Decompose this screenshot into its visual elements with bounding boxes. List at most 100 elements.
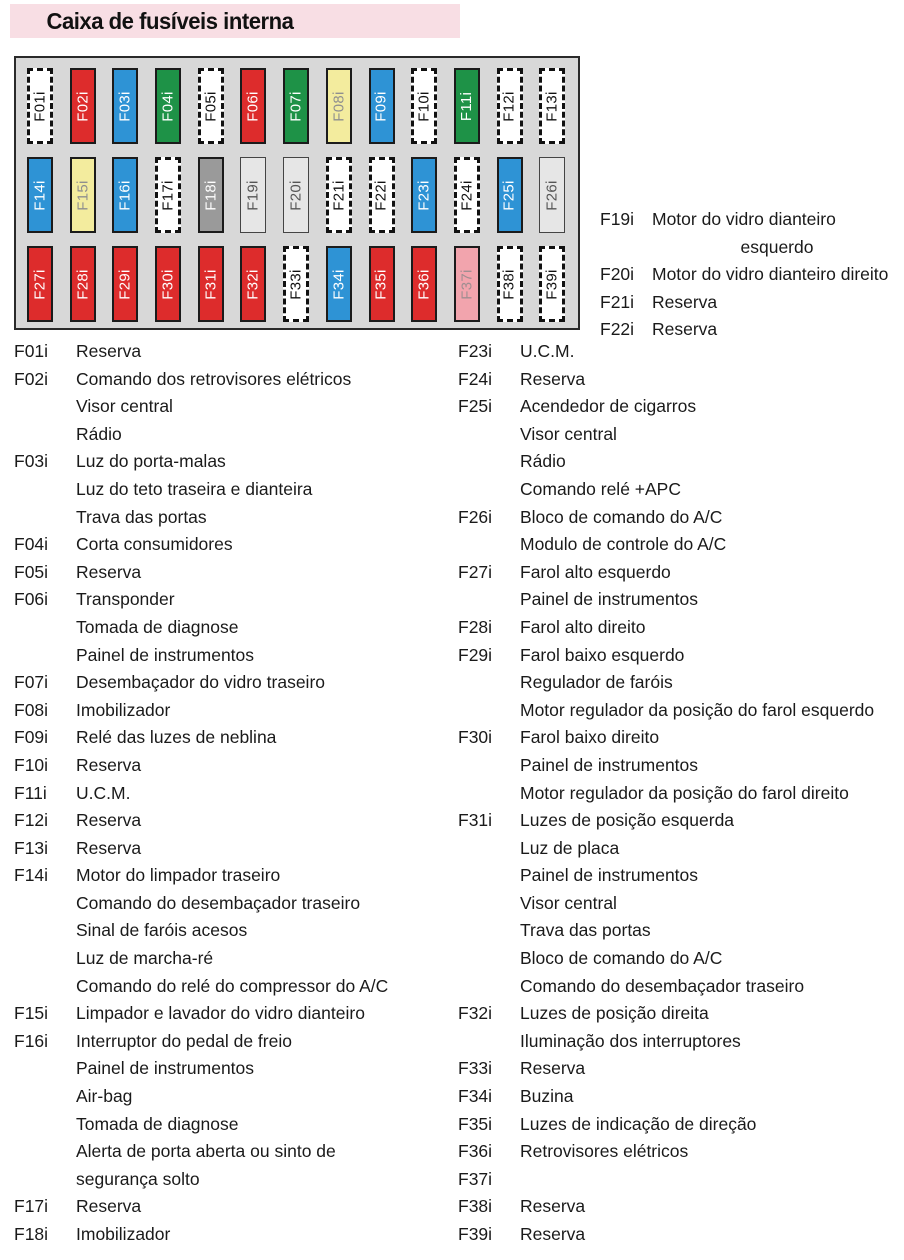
legend-entry-F38i: F38i Reserva [458, 1193, 904, 1221]
fuse-label-F24i: F24i [458, 179, 476, 211]
legend-entry-lines: Luzes de indicação de direção [520, 1111, 904, 1139]
legend-entry-id: F08i [14, 699, 49, 720]
fuse-label-F30i: F30i [159, 268, 177, 300]
fuse-F10i: F10i [411, 68, 438, 144]
legend-entry-lines: Reserva [76, 1193, 456, 1221]
fuse-F13i: F13i [539, 68, 566, 144]
legend-entry-id: F28i [458, 616, 493, 637]
legend-entry-id: F01i [14, 341, 49, 361]
legend-entry-id: F36i [458, 1141, 493, 1162]
legend-column-right: F23i U.C.M. F24i Reserva F25i Acendedor de ci… [458, 338, 904, 1249]
legend-entry-id: F07i [14, 672, 49, 693]
legend-entry-lines: Reserva [652, 289, 902, 317]
fuse-F33i: F33i [283, 246, 310, 322]
legend-line: Iluminação dos interruptores [520, 1030, 741, 1051]
legend-line: Reserva [76, 754, 142, 775]
fuse-F17i: F17i [155, 157, 182, 233]
fuse-F23i: F23i [411, 157, 438, 233]
legend-entry-F16i: F16i Interruptor do pedal de freio Painel … [14, 1028, 456, 1194]
legend-line [520, 1166, 904, 1194]
page-title-banner: Caixa de fusíveis interna [10, 4, 460, 38]
legend-line: Luz de marcha-ré [76, 948, 214, 969]
legend-entry-id: F30i [458, 727, 493, 748]
legend-entry-id: F06i [14, 589, 49, 610]
legend-line: esquerdo [740, 236, 814, 257]
legend-entry-id: F19i [600, 209, 635, 229]
legend-entry-id: F37i [458, 1168, 493, 1189]
fuse-label-F27i: F27i [31, 268, 49, 300]
fuse-label-F26i: F26i [543, 179, 561, 211]
legend-line: Trava das portas [76, 506, 207, 527]
fuse-F19i: F19i [240, 157, 267, 233]
legend-line: Luzes de posição esquerda [520, 810, 735, 831]
legend-entry-id: F15i [14, 1003, 49, 1024]
legend-entry-lines: Motor do limpador traseiro Comando do des… [76, 862, 456, 1000]
legend-line: Rádio [76, 423, 122, 444]
fuse-F03i: F03i [112, 68, 139, 144]
legend-entry-id: F39i [458, 1224, 493, 1244]
fuse-label-F03i: F03i [116, 90, 134, 122]
legend-line: Reserva [76, 1196, 142, 1217]
legend-entry-F19i: F19i Motor do vidro dianteiro esquerdo [600, 206, 902, 261]
legend-line: Interruptor do pedal de freio [76, 1030, 292, 1051]
legend-entry-F36i: F36i Retrovisores elétricos [458, 1138, 904, 1166]
legend-line: Luz do porta-malas [76, 451, 226, 472]
legend-entry-F27i: F27i Farol alto esquerdo Painel de instrum… [458, 559, 904, 614]
legend-entry-id: F03i [14, 451, 49, 472]
legend-entry-F22i: F22i Reserva [600, 316, 902, 344]
fuse-F32i: F32i [240, 246, 267, 322]
legend-line: Motor do vidro dianteiro direito [652, 264, 889, 285]
fuse-F16i: F16i [112, 157, 139, 233]
legend-entry-lines: Desembaçador do vidro traseiro [76, 669, 456, 697]
fuse-F12i: F12i [496, 68, 523, 144]
fuse-label-F01i: F01i [31, 90, 49, 122]
legend-line: Reserva [520, 1224, 586, 1244]
legend-entry-lines: Farol baixo direito Painel de instrumento… [520, 724, 904, 807]
fuse-row-3: F27i F28i F29i F30i F31i F32i F33i F34i F35i F36i… [27, 246, 566, 322]
fuse-label-F38i: F38i [501, 268, 519, 300]
legend-line: Transponder [76, 589, 175, 610]
legend-entry-id: F31i [458, 810, 493, 831]
legend-line: Trava das portas [520, 920, 651, 941]
legend-entry-F26i: F26i Bloco de comando do A/C Modulo de con… [458, 504, 904, 559]
legend-entry-id: F04i [14, 534, 49, 555]
legend-entry-F31i: F31i Luzes de posição esquerda Luz de plac… [458, 807, 904, 1000]
legend-entry-F20i: F20i Motor do vidro dianteiro direito [600, 261, 902, 289]
legend-line: Painel de instrumentos [520, 589, 699, 610]
fuse-F29i: F29i [112, 246, 139, 322]
fuse-F14i: F14i [27, 157, 53, 233]
legend-line: Sinal de faróis acesos [76, 920, 248, 941]
legend-entry-id: F21i [600, 291, 635, 312]
legend-entry-id: F24i [458, 368, 493, 389]
fusebox-diagram: F01i F02i F03i F04i F05i F06i F07i F08i F09i F10i… [14, 56, 580, 330]
legend-entry-id: F17i [14, 1196, 49, 1217]
legend-entry-id: F38i [458, 1196, 493, 1217]
fuse-F28i: F28i [69, 246, 96, 322]
legend-entry-F05i: F05i Reserva [14, 559, 456, 587]
fuse-label-F35i: F35i [373, 268, 391, 300]
legend-entry-F21i: F21i Reserva [600, 289, 902, 317]
legend-line: Comando relé +APC [520, 478, 681, 499]
fuse-label-F34i: F34i [330, 268, 348, 300]
legend-entry-id: F20i [600, 264, 635, 285]
fuse-label-F22i: F22i [373, 179, 391, 211]
legend-line: Alerta de porta aberta ou sinto de [76, 1141, 336, 1162]
fuse-label-F18i: F18i [202, 179, 220, 211]
fuse-F39i: F39i [539, 246, 566, 322]
fuse-label-F32i: F32i [244, 268, 262, 300]
legend-line: Luzes de indicação de direção [520, 1113, 757, 1134]
legend-entry-F35i: F35i Luzes de indicação de direção [458, 1111, 904, 1139]
page-title: Caixa de fusíveis interna [46, 7, 294, 34]
fuse-F05i: F05i [197, 68, 224, 144]
legend-entry-F33i: F33i Reserva [458, 1055, 904, 1083]
fuse-label-F29i: F29i [116, 268, 134, 300]
legend-entry-lines: Farol alto direito [520, 614, 904, 642]
fuse-F36i: F36i [411, 246, 438, 322]
legend-entry-lines: Reserva [520, 1221, 904, 1249]
fuse-label-F08i: F08i [330, 90, 348, 122]
legend-entry-lines: Comando dos retrovisores elétricos Visor … [76, 366, 456, 449]
fuse-label-F39i: F39i [543, 268, 561, 300]
legend-entry-F15i: F15i Limpador e lavador do vidro dianteir… [14, 1000, 456, 1028]
legend-entry-lines: Interruptor do pedal de freio Painel de i… [76, 1028, 456, 1194]
fuse-label-F25i: F25i [501, 179, 519, 211]
